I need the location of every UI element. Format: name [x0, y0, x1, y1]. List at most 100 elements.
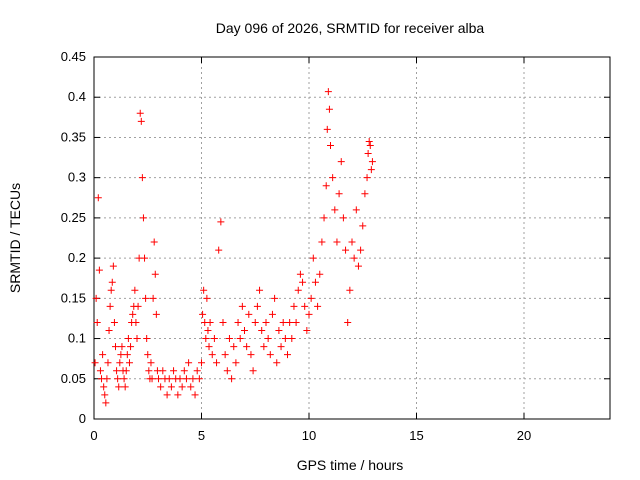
- data-point: [303, 327, 311, 335]
- y-tick-label: 0.45: [61, 49, 86, 64]
- data-point: [139, 214, 147, 222]
- data-point: [133, 335, 141, 343]
- data-point: [294, 286, 302, 294]
- data-point: [301, 302, 309, 310]
- data-point: [241, 327, 248, 335]
- data-point: [238, 302, 246, 310]
- data-point: [247, 351, 255, 359]
- data-point: [268, 310, 276, 318]
- data-point: [217, 218, 225, 226]
- data-point: [203, 294, 211, 302]
- data-point: [363, 174, 371, 182]
- y-tick-label: 0: [79, 411, 86, 426]
- data-point: [101, 391, 109, 399]
- data-point: [144, 351, 152, 359]
- y-tick-label: 0.4: [68, 89, 86, 104]
- data-point: [262, 318, 270, 326]
- data-point: [137, 117, 145, 125]
- data-point: [112, 343, 119, 351]
- data-point: [185, 359, 193, 367]
- data-point: [178, 383, 186, 391]
- data-point: [286, 318, 294, 326]
- data-point: [167, 383, 175, 391]
- data-point: [307, 294, 315, 302]
- data-point: [318, 238, 326, 246]
- data-point: [109, 262, 117, 270]
- data-point: [136, 109, 144, 117]
- y-tick-label: 0.2: [68, 250, 86, 265]
- data-point: [365, 137, 373, 145]
- y-tick-label: 0.05: [61, 371, 86, 386]
- data-point: [253, 302, 261, 310]
- data-point: [159, 367, 167, 375]
- data-point: [232, 359, 240, 367]
- chart-title: Day 096 of 2026, SRMTID for receiver alb…: [216, 20, 485, 36]
- data-point: [174, 391, 182, 399]
- data-point: [277, 343, 285, 351]
- data-point: [165, 375, 173, 383]
- data-point: [234, 318, 242, 326]
- x-tick-label: 15: [409, 428, 423, 443]
- axis-ticks: 0 5 10 15 20 0 0.05 0.1 0.15 0.2 0.25 0.3 0.35 0.4 0.4…: [61, 49, 610, 443]
- data-point: [271, 294, 279, 302]
- data-point: [215, 246, 223, 254]
- data-point: [206, 318, 214, 326]
- y-tick-label: 0.1: [68, 331, 86, 346]
- data-point: [260, 343, 268, 351]
- x-axis-label: GPS time / hours: [297, 457, 404, 473]
- data-point: [170, 367, 178, 375]
- data-point: [93, 318, 101, 326]
- data-point: [123, 351, 131, 359]
- data-point: [225, 335, 233, 343]
- data-point: [320, 214, 328, 222]
- data-point: [273, 359, 281, 367]
- data-point: [110, 318, 118, 326]
- data-point: [134, 302, 142, 310]
- data-point: [94, 194, 102, 202]
- x-tick-label: 5: [198, 428, 205, 443]
- data-point: [103, 375, 111, 383]
- data-point: [141, 254, 149, 262]
- data-point: [155, 375, 162, 383]
- data-point: [145, 367, 153, 375]
- data-point: [333, 238, 341, 246]
- data-point: [290, 302, 298, 310]
- data-point: [258, 327, 266, 335]
- data-point: [279, 318, 287, 326]
- data-point: [149, 294, 157, 302]
- data-point: [115, 383, 123, 391]
- data-point: [143, 335, 151, 343]
- x-tick-label: 20: [517, 428, 531, 443]
- data-point: [251, 318, 259, 326]
- data-point: [118, 343, 126, 351]
- data-point: [357, 246, 365, 254]
- data-point: [348, 238, 356, 246]
- data-point: [200, 286, 208, 294]
- data-point: [243, 343, 251, 351]
- data-point: [121, 383, 129, 391]
- y-axis-label: SRMTID / TECUs: [7, 183, 23, 293]
- data-point: [350, 254, 358, 262]
- data-point: [199, 310, 207, 318]
- data-point: [198, 359, 205, 367]
- y-tick-label: 0.35: [61, 129, 86, 144]
- data-point: [249, 367, 257, 375]
- data-point: [359, 222, 367, 230]
- data-point: [230, 343, 238, 351]
- data-point: [193, 367, 201, 375]
- data-point: [327, 141, 334, 149]
- data-point: [208, 351, 216, 359]
- data-point: [102, 399, 110, 407]
- data-point: [236, 335, 244, 343]
- data-point: [213, 359, 221, 367]
- data-point: [342, 246, 350, 254]
- data-point: [284, 351, 291, 359]
- data-point: [331, 206, 339, 214]
- data-point: [129, 310, 137, 318]
- data-point: [325, 105, 333, 113]
- data-point: [100, 383, 108, 391]
- data-point: [116, 359, 124, 367]
- data-point: [299, 278, 307, 286]
- data-point: [311, 278, 319, 286]
